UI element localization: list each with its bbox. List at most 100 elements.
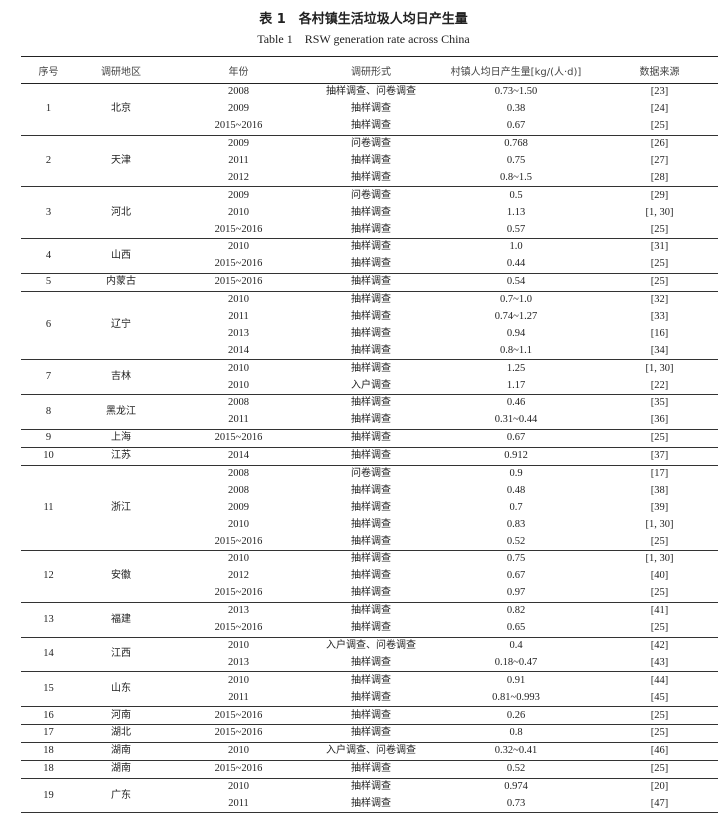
cell-rate: 0.7 [509,501,523,513]
table-row: 2012 抽样调查 0.8~1.5 [28] [21,169,718,186]
cell-year: 2010 [166,238,311,256]
cell-rate: 0.91 [431,671,601,690]
cell-year: 2015~2016 [166,759,311,779]
cell-source: [46] [601,741,718,761]
cell-year: 2009 [228,501,249,513]
cell-method: 抽样调查、问卷调查 [311,82,431,101]
cell-source: [45] [650,691,669,703]
table-row: 2015~2016 抽样调查 0.52 [25] [21,533,718,550]
cell-method: 抽样调查 [311,394,431,412]
header-rate: 村镇人均日产生量[kg/(人·d)] [431,56,601,84]
cell-rate: 0.768 [431,134,601,153]
cell-source: [25] [601,723,718,743]
cell-year: 2012 [228,171,249,183]
cell-source: [24] [650,103,669,115]
cell-rate: 0.94 [506,327,526,339]
cell-rate: 0.97 [506,587,526,599]
cell-rate: 1.0 [431,238,601,256]
cell-source: [37] [601,446,718,466]
table-row: 2013 抽样调查 0.94 [16] [21,325,718,342]
cell-rate: 0.73~1.50 [431,82,601,101]
cell-year: 2010 [228,518,249,530]
cell-year: 2015~2016 [166,428,311,448]
cell-method: 抽样调查 [351,501,391,513]
table-body: 1 北京 2008 抽样调查、问卷调查 0.73~1.50 [23] 2009 抽样调查 0.3… [21,82,718,813]
table-row: 2 天津 2009 问卷调查 0.768 [26] [21,134,718,188]
cell-method: 抽样调查 [351,414,391,426]
table-row: 12 安徽 2010 抽样调查 0.75 [1, 30] [21,550,718,603]
cell-source: [25] [601,428,718,448]
cell-source: [22] [650,379,669,391]
cell-rate: 0.73 [431,795,601,813]
cell-source: [38] [650,484,669,496]
cell-rate: 0.48 [506,484,526,496]
table-row: 18 湖南 2010 入户调查、问卷调查 0.32~0.41 [46] [21,741,718,761]
cell-method: 抽样调查 [351,327,391,339]
cell-year: 2010 [166,290,311,309]
cell-year: 2012 [228,570,249,582]
table-row: 5 内蒙古 2015~2016 抽样调查 0.54 [25] [21,272,718,292]
cell-source: [36] [650,414,669,426]
cell-rate: 0.74~1.27 [494,311,538,323]
cell-rate: 0.65 [506,622,526,634]
cell-method: 抽样调查 [311,290,431,309]
table-row: 3 河北 2009 问卷调查 0.5 [29] [21,186,718,240]
cell-year: 2011 [228,155,249,166]
cell-rate: 0.8 [431,723,601,743]
cell-no: 3 [21,186,76,240]
cell-year: 2009 [228,103,249,115]
cell-method: 抽样调查 [351,344,391,356]
cell-year: 2015~2016 [214,587,263,599]
cell-source: [23] [601,82,718,101]
cell-source: [25] [650,535,669,547]
cell-region: 天津 [76,134,166,188]
cell-region: 福建 [76,601,166,638]
cell-year: 2008 [166,394,311,412]
cell-region: 江苏 [76,446,166,466]
cell-year: 2013 [228,327,249,339]
table-row: 13 福建 2013 抽样调查 0.82 [41] [21,601,718,638]
cell-rate: 0.67 [431,428,601,448]
cell-year: 2011 [228,311,249,323]
cell-year: 2009 [166,134,311,153]
cell-method: 问卷调查 [311,134,431,153]
table-row: 2012 抽样调查 0.67 [40] [21,568,718,585]
cell-region: 山西 [76,238,166,274]
cell-region: 辽宁 [76,290,166,361]
cell-method: 抽样调查 [311,671,431,690]
cell-method: 入户调查、问卷调查 [311,636,431,655]
cell-year: 2008 [228,484,249,496]
cell-rate: 0.4 [431,636,601,655]
cell-no: 12 [21,550,76,603]
header-no: 序号 [21,56,76,84]
cell-year: 2010 [166,777,311,796]
cell-rate: 0.38 [506,103,526,115]
cell-method: 抽样调查 [311,706,431,725]
cell-year: 2015~2016 [214,622,263,634]
cell-rate: 0.18~0.47 [494,656,538,668]
table-row: 2013 抽样调查 0.18~0.47 [43] [21,654,718,671]
cell-rate: 0.7~1.0 [431,290,601,309]
cell-source: [25] [650,258,669,270]
table-row: 6 辽宁 2010 抽样调查 0.7~1.0 [32] [21,290,718,361]
cell-method: 抽样调查 [311,777,431,796]
cell-source: [33] [650,311,669,323]
cell-no: 5 [21,272,76,292]
cell-method: 抽样调查 [311,238,431,256]
cell-source: [35] [601,394,718,412]
cell-method: 抽样调查 [351,518,391,530]
table-row: 4 山西 2010 抽样调查 1.0 [31] [21,238,718,274]
cell-method: 抽样调查 [311,795,431,813]
header-year: 年份 [166,56,311,84]
table-row: 15 山东 2010 抽样调查 0.91 [44] [21,671,718,708]
cell-rate: 0.46 [431,394,601,412]
cell-source: [31] [601,238,718,256]
cell-method: 抽样调查 [351,103,391,115]
cell-source: [25] [601,759,718,779]
cell-method: 抽样调查 [311,446,431,466]
cell-year: 2008 [166,82,311,101]
cell-rate: 0.8~1.5 [500,171,532,183]
cell-year: 2008 [166,464,311,483]
cell-method: 抽样调查 [311,359,431,378]
table-row: 1 北京 2008 抽样调查、问卷调查 0.73~1.50 [23] [21,82,718,136]
